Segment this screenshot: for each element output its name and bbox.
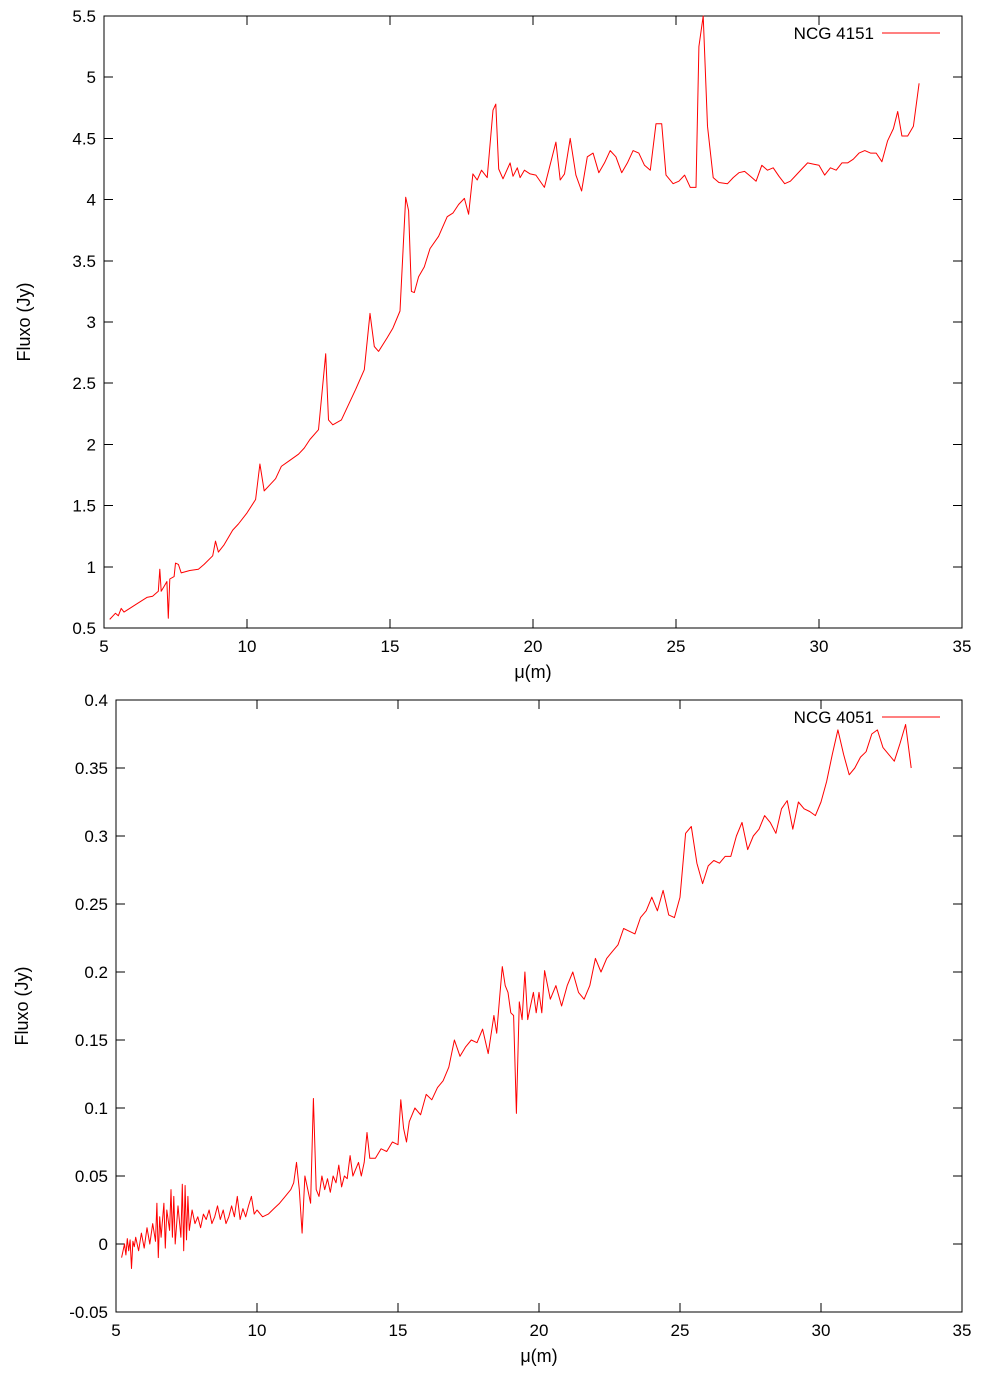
chart-1: 5 10 15 20 25 30 35 0.5 1 1.5 2 2.5 3 3.5 4 4.5 5 5.5 μ(m)… [14,7,971,682]
x-tick-label: 15 [381,637,400,656]
series-line-1 [109,15,920,620]
y-tick-label: 0.2 [84,963,108,982]
y-tick-label: 4 [87,191,96,210]
x-tick-label: 10 [248,1321,267,1340]
x-tick-label: 35 [953,1321,972,1340]
plot-frame [103,15,963,629]
y-tick-label: 2 [87,435,96,454]
y-tick-label: 1 [87,558,96,577]
y-tick-label: 0.25 [75,895,108,914]
x-axis-label: μ(m) [514,662,551,682]
plot-frame [115,699,963,1313]
y-tick-label: 4.5 [72,129,96,148]
x-tick-label: 30 [812,1321,831,1340]
y-axis-label: Fluxo (Jy) [12,966,32,1045]
legend-label: NCG 4151 [794,24,874,43]
y-tick-label: 0.3 [84,827,108,846]
y-tick-label: 0.5 [72,619,96,638]
y-tick-label: 1.5 [72,497,96,516]
x-tick-label: 20 [530,1321,549,1340]
x-tick-label: 10 [238,637,257,656]
y-tick-label: 3 [87,313,96,332]
x-axis-label: μ(m) [520,1346,557,1366]
x-tick-label: 5 [111,1321,120,1340]
x-tick-label: 15 [389,1321,408,1340]
y-tick-label: -0.05 [69,1303,108,1322]
x-tick-label: 35 [953,637,972,656]
y-tick-label: 0.4 [84,691,108,710]
chart-2: 5 10 15 20 25 30 35 -0.05 0 0.05 0.1 0.15 0.2 0.25 0.3… [12,691,971,1366]
x-tick-label: 5 [99,637,108,656]
legend-label: NCG 4051 [794,708,874,727]
x-tick-label: 25 [671,1321,690,1340]
y-tick-label: 0.15 [75,1031,108,1050]
y-tick-label: 3.5 [72,252,96,271]
y-tick-label: 0.1 [84,1099,108,1118]
x-tick-label: 25 [667,637,686,656]
y-tick-label: 0.05 [75,1167,108,1186]
series-line-1 [121,724,912,1269]
y-tick-label: 5 [87,68,96,87]
x-tick-label: 20 [524,637,543,656]
y-axis-label: Fluxo (Jy) [14,282,34,361]
y-tick-label: 2.5 [72,374,96,393]
x-tick-label: 30 [810,637,829,656]
y-tick-label: 0 [99,1235,108,1254]
y-tick-label: 5.5 [72,7,96,26]
y-tick-label: 0.35 [75,759,108,778]
